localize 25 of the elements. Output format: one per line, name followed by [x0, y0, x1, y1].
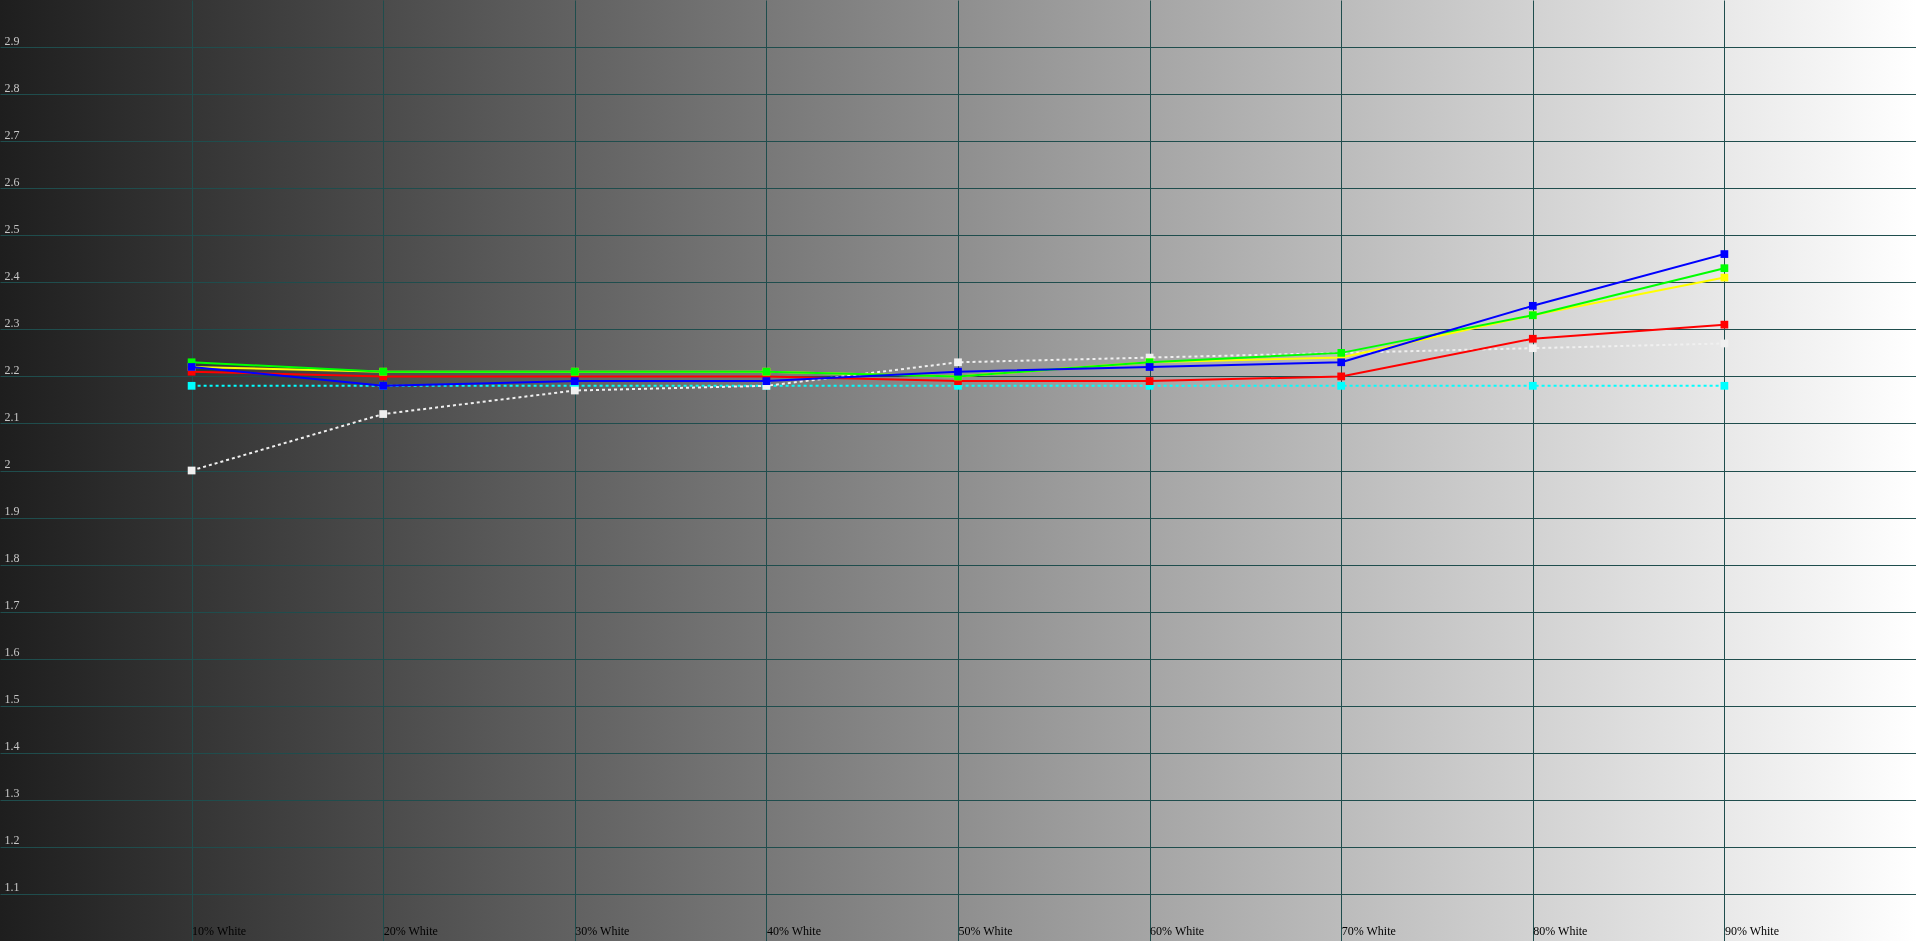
y-tick-label: 1.7	[4, 598, 20, 613]
y-tick-label: 1.5	[4, 692, 20, 707]
y-tick-label: 1.9	[4, 504, 20, 519]
x-tick-label: 30% White	[575, 923, 630, 938]
y-tick-label: 2.1	[4, 409, 20, 424]
x-tick-label: 90% White	[1724, 923, 1780, 938]
y-tick-label: 2.6	[4, 174, 20, 189]
y-tick-label: 1.2	[4, 833, 20, 848]
x-tick-label: 70% White	[1341, 923, 1396, 938]
y-tick-label: 1.1	[4, 880, 20, 895]
y-tick-label: 2.3	[4, 315, 20, 330]
x-tick-label: 50% White	[958, 923, 1013, 938]
y-tick-label: 2.9	[4, 33, 20, 48]
y-tick-label: 2.2	[4, 362, 20, 377]
y-tick-label: 1.6	[4, 645, 20, 660]
y-tick-label: 1.8	[4, 551, 20, 566]
y-tick-label: 2.4	[4, 268, 20, 283]
y-tick-label: 1.4	[4, 739, 20, 754]
y-tick-label: 1.3	[4, 786, 20, 801]
x-tick-label: 40% White	[766, 923, 822, 938]
y-tick-label: 2.8	[4, 80, 20, 95]
y-tick-label: 2.7	[4, 127, 20, 142]
y-tick-label: 2	[4, 457, 11, 471]
y-tick-label: 2.5	[4, 221, 20, 236]
x-tick-label: 20% White	[383, 923, 438, 938]
